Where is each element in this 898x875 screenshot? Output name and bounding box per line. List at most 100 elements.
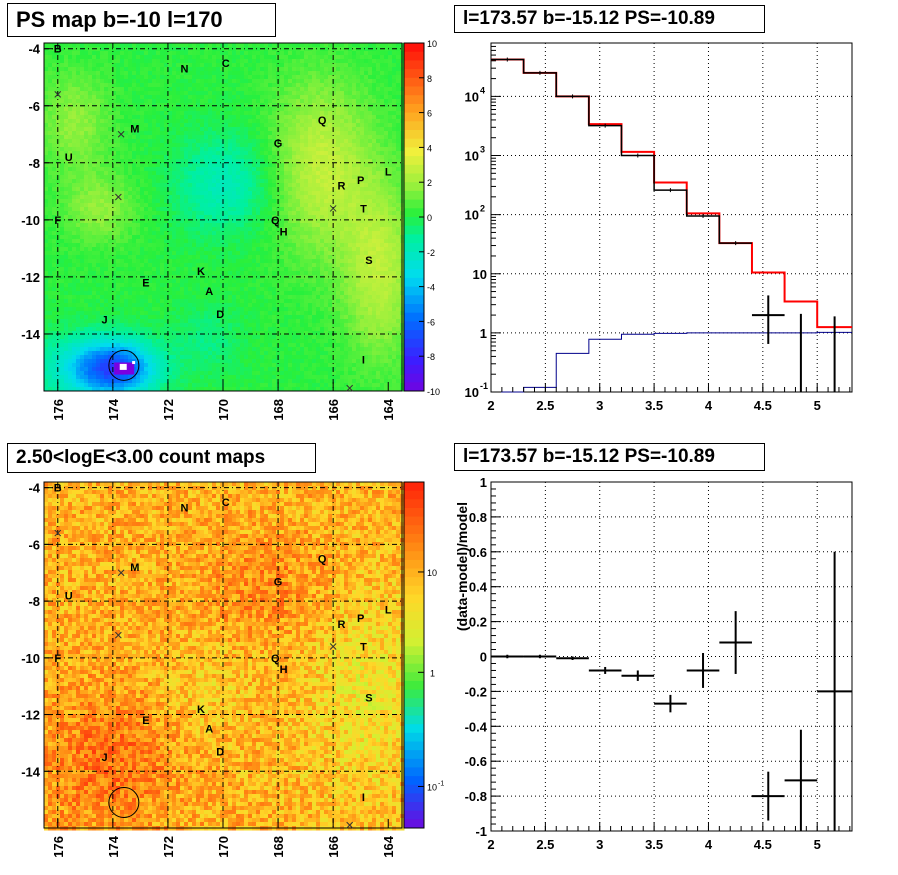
ps-heatmap-cell: [240, 199, 245, 204]
ps-heatmap-cell: [164, 359, 169, 364]
ps-heatmap-cell: [204, 307, 209, 312]
ps-heatmap-cell: [188, 231, 193, 236]
ps-heatmap-cell: [272, 59, 277, 64]
ps-heatmap-cell: [128, 143, 133, 148]
ps-heatmap-cell: [76, 87, 81, 92]
ps-heatmap-cell: [96, 43, 101, 48]
ps-heatmap-cell: [260, 235, 265, 240]
ps-heatmap-cell: [156, 323, 161, 328]
ps-heatmap-cell: [84, 187, 89, 192]
ps-heatmap-cell: [248, 379, 253, 384]
ps-heatmap-cell: [172, 339, 177, 344]
ps-heatmap-cell: [100, 383, 105, 388]
ps-heatmap-cell: [212, 183, 217, 188]
ps-heatmap-cell: [144, 263, 149, 268]
ps-heatmap-cell: [232, 335, 237, 340]
ps-heatmap-cell: [92, 327, 97, 332]
ps-heatmap-cell: [128, 319, 133, 324]
ps-heatmap-cell: [216, 291, 221, 296]
ps-heatmap-cell: [112, 127, 117, 132]
ps-heatmap-cell: [72, 327, 77, 332]
ps-heatmap-cell: [272, 83, 277, 88]
ps-heatmap-cell: [216, 251, 221, 256]
ps-heatmap-cell: [224, 191, 229, 196]
ps-heatmap-cell: [240, 383, 245, 388]
ps-heatmap-cell: [220, 115, 225, 120]
ps-heatmap-cell: [264, 87, 269, 92]
ps-heatmap-cell: [132, 143, 137, 148]
ps-heatmap-cell: [220, 219, 225, 224]
ps-heatmap-cell: [128, 351, 133, 356]
ps-heatmap-cell: [88, 387, 93, 392]
ps-heatmap-cell: [196, 175, 201, 180]
ps-heatmap-cell: [84, 79, 89, 84]
ps-heatmap-cell: [128, 63, 133, 68]
ps-heatmap-cell: [228, 235, 233, 240]
ps-heatmap-cell: [128, 259, 133, 264]
ps-heatmap-cell: [124, 235, 129, 240]
ps-heatmap-cell: [248, 155, 253, 160]
ps-heatmap-cell: [204, 167, 209, 172]
ps-heatmap-cell: [144, 291, 149, 296]
ps-heatmap-cell: [60, 319, 65, 324]
ps-heatmap-cell: [92, 203, 97, 208]
ps-heatmap-cell: [204, 323, 209, 328]
ps-heatmap-cell: [128, 167, 133, 172]
ps-heatmap-cell: [184, 303, 189, 308]
ps-heatmap-cell: [92, 119, 97, 124]
ps-heatmap-cell: [220, 243, 225, 248]
ps-heatmap-cell: [92, 287, 97, 292]
ps-heatmap-cell: [228, 247, 233, 252]
ps-heatmap-cell: [268, 255, 273, 260]
ps-heatmap-cell: [180, 383, 185, 388]
ps-heatmap-cell: [148, 363, 153, 368]
ps-heatmap-cell: [148, 131, 153, 136]
ps-heatmap-cell: [188, 279, 193, 284]
ps-heatmap-cell: [200, 227, 205, 232]
ps-heatmap-cell: [240, 315, 245, 320]
ps-heatmap-cell: [192, 339, 197, 344]
ps-heatmap-cell: [116, 283, 121, 288]
ps-heatmap-cell: [240, 351, 245, 356]
ps-heatmap-cell: [148, 107, 153, 112]
ps-heatmap-cell: [80, 67, 85, 72]
ps-heatmap-cell: [252, 103, 257, 108]
ps-heatmap-cell: [60, 383, 65, 388]
ps-heatmap-cell: [120, 191, 125, 196]
ps-heatmap-cell: [260, 247, 265, 252]
ps-heatmap-cell: [140, 187, 145, 192]
ps-heatmap-cell: [80, 387, 85, 392]
ps-heatmap-cell: [52, 295, 57, 300]
ps-heatmap-cell: [232, 195, 237, 200]
ps-heatmap-cell: [252, 255, 257, 260]
ps-heatmap-cell: [164, 311, 169, 316]
ps-heatmap-cell: [56, 155, 61, 160]
ps-heatmap-cell: [228, 67, 233, 72]
ps-heatmap-cell: [116, 347, 121, 352]
ps-heatmap-cell: [236, 131, 241, 136]
ps-heatmap-cell: [84, 367, 89, 372]
ps-heatmap-cell: [192, 351, 197, 356]
ps-heatmap-cell: [152, 283, 157, 288]
ps-heatmap-cell: [256, 351, 261, 356]
ps-heatmap-cell: [228, 135, 233, 140]
ps-heatmap-cell: [184, 243, 189, 248]
ps-heatmap-cell: [184, 287, 189, 292]
ps-heatmap-cell: [236, 271, 241, 276]
ps-heatmap-cell: [120, 275, 125, 280]
ps-heatmap-cell: [132, 55, 137, 60]
ps-heatmap-cell: [132, 43, 137, 48]
ps-heatmap-cell: [268, 75, 273, 80]
ps-heatmap-cell: [192, 251, 197, 256]
ps-heatmap-cell: [224, 215, 229, 220]
ps-heatmap-cell: [164, 363, 169, 368]
ps-heatmap-cell: [80, 291, 85, 296]
ps-heatmap-cell: [100, 203, 105, 208]
ps-heatmap-cell: [100, 171, 105, 176]
ps-heatmap-cell: [268, 247, 273, 252]
ps-heatmap-cell: [236, 367, 241, 372]
ps-heatmap-cell: [64, 215, 69, 220]
ps-heatmap-cell: [152, 43, 157, 48]
ps-heatmap-cell: [240, 87, 245, 92]
ps-heatmap-cell: [236, 383, 241, 388]
